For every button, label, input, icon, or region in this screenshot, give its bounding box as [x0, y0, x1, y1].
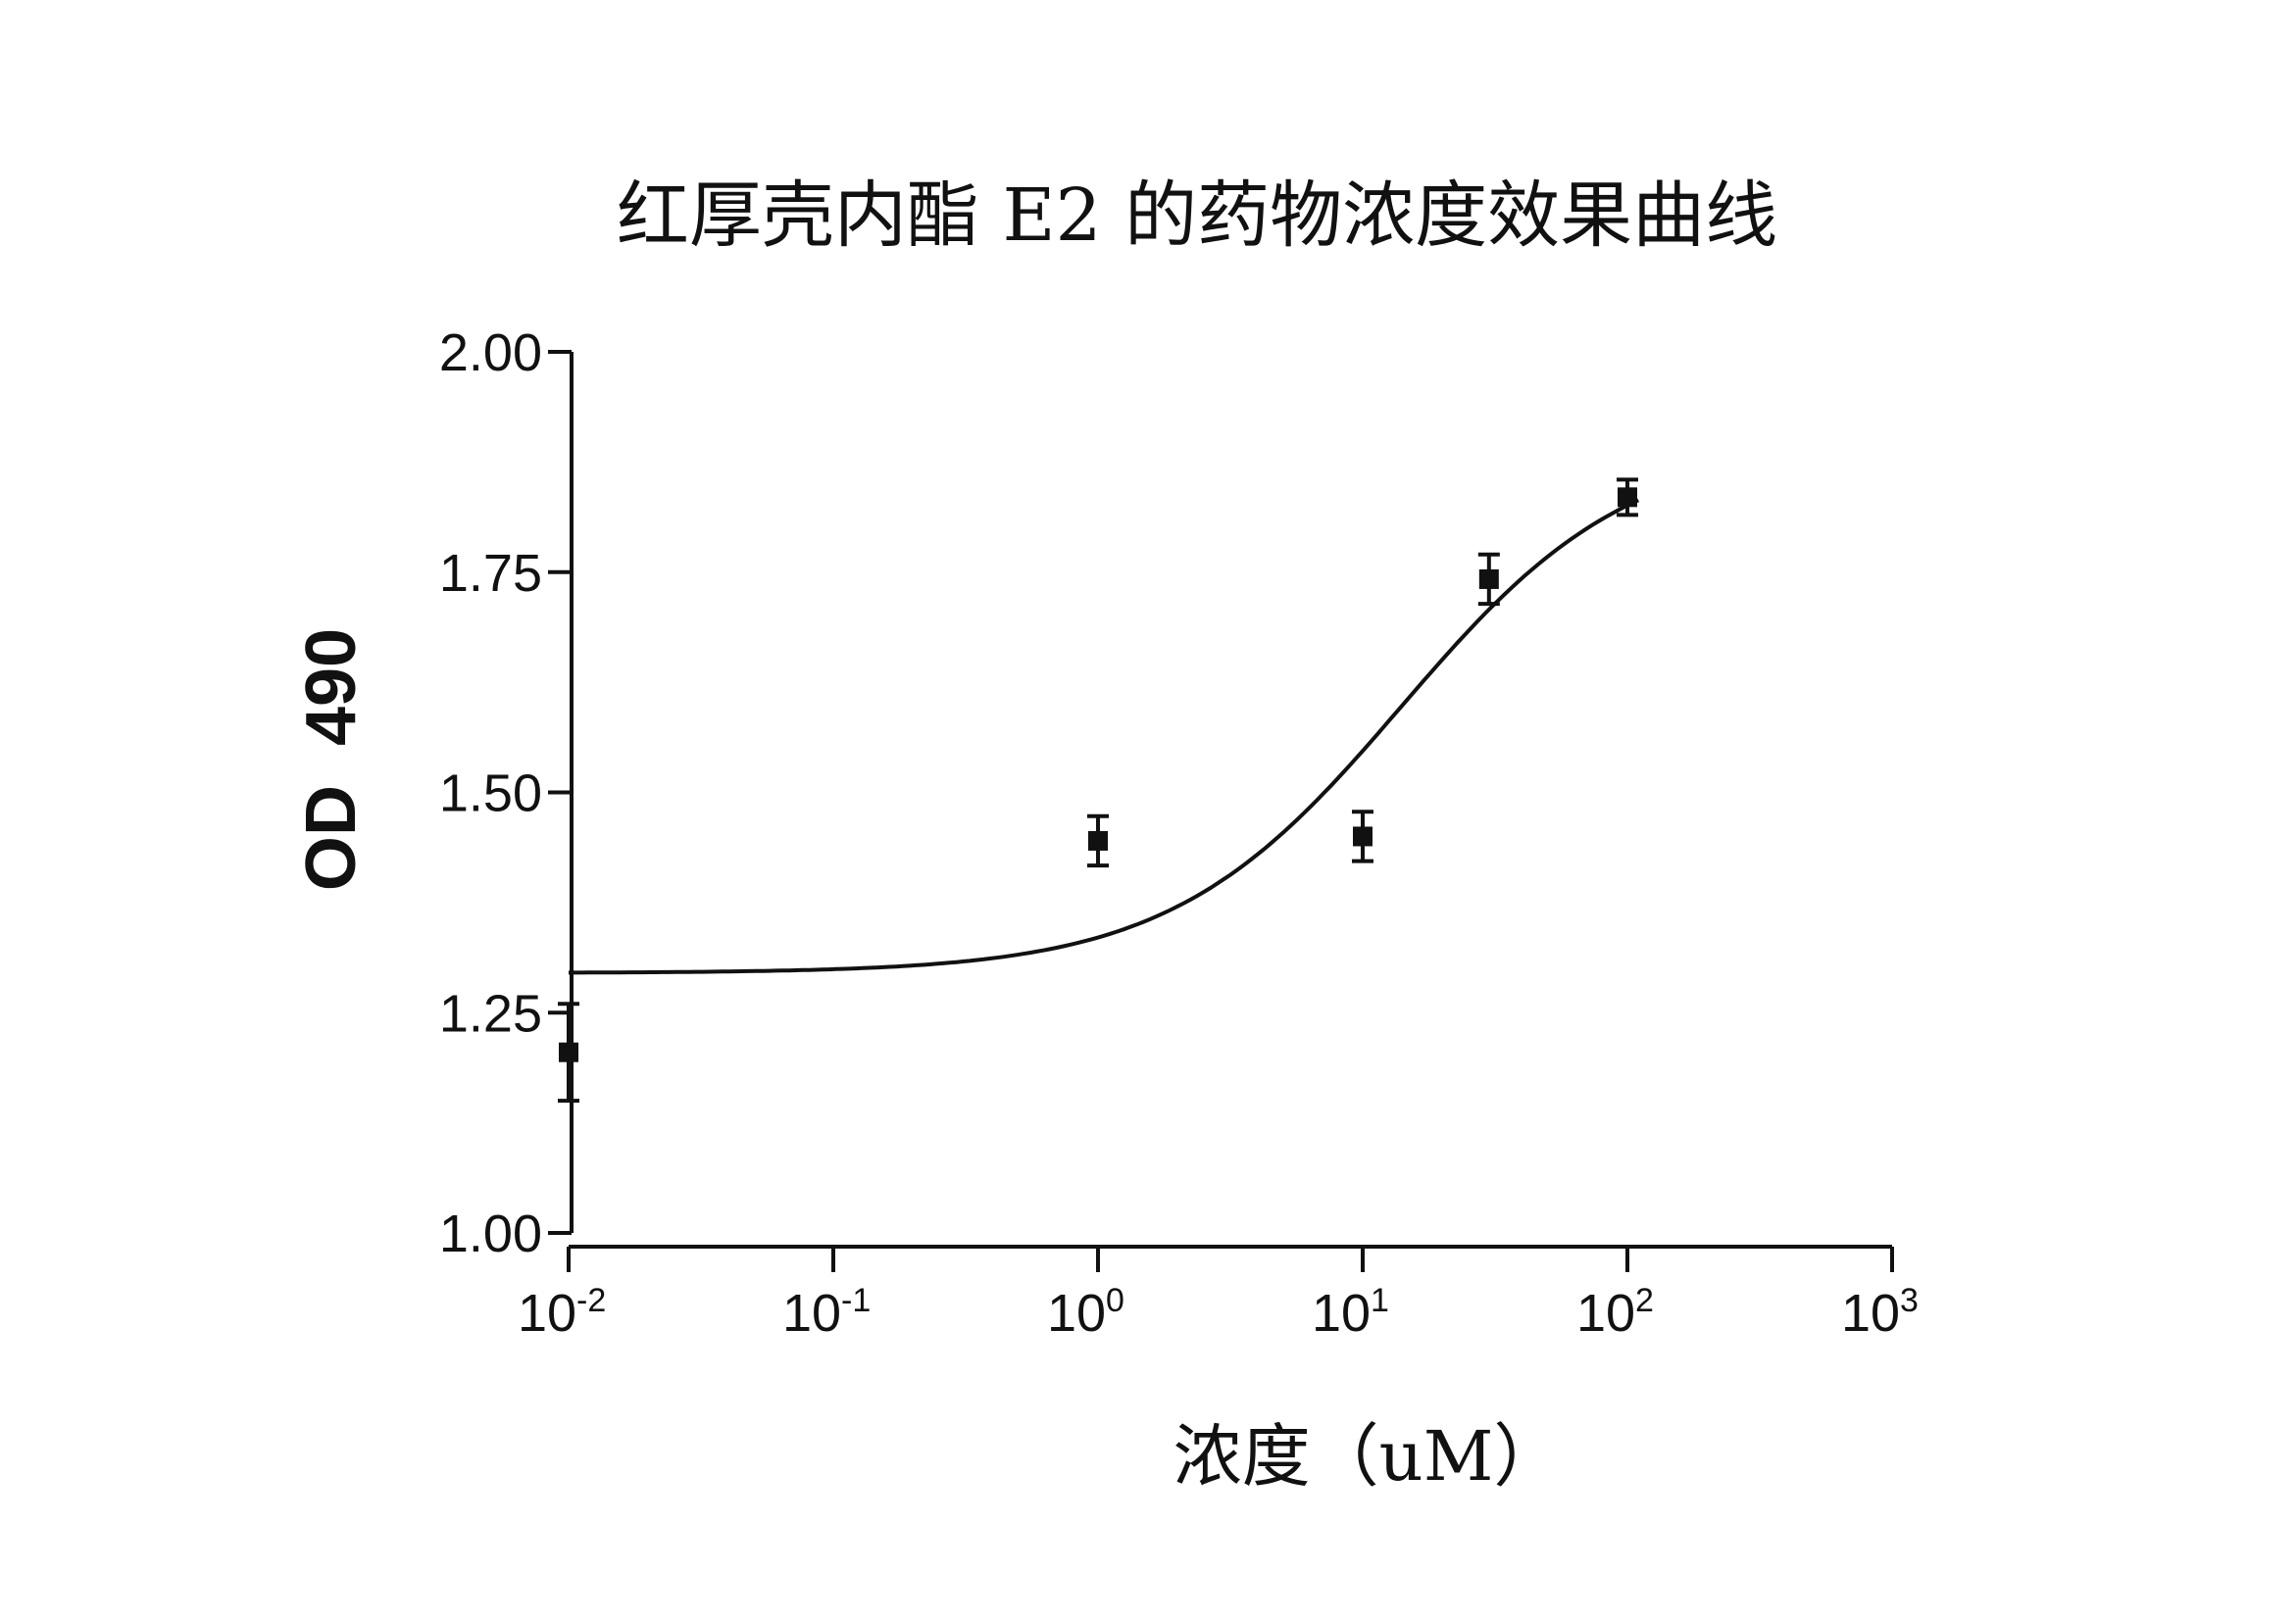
x-tick-exponent: -2 [576, 1282, 606, 1319]
y-tick-label: 1.00 [439, 1205, 542, 1263]
y-tick-label: 2.00 [439, 323, 542, 382]
point-marker [559, 1043, 578, 1062]
y-ticks: 1.00 1.25 1.50 1.75 2.00 [439, 323, 572, 1263]
x-axis-label: 浓度（uM） [1173, 1416, 1563, 1497]
x-tick-exponent: 1 [1371, 1282, 1389, 1319]
data-point [1087, 816, 1109, 865]
x-ticks: 10-210-1100101102103 [518, 1247, 1919, 1343]
data-point [1478, 555, 1500, 604]
chart-title: 红厚壳内酯 E2 的药物浓度效果曲线 [617, 173, 1777, 258]
y-tick-label: 1.25 [439, 984, 542, 1043]
point-marker [1479, 569, 1499, 589]
fit-curve-layer [569, 500, 1638, 972]
x-tick-label: 10 [1576, 1284, 1635, 1343]
data-points-layer [558, 479, 1638, 1101]
y-axis-label: OD 490 [292, 628, 371, 891]
data-point [1352, 812, 1373, 861]
point-marker [1618, 487, 1637, 507]
y-tick-label: 1.75 [439, 544, 542, 603]
data-point [558, 1004, 579, 1101]
x-tick-exponent: -1 [841, 1282, 871, 1319]
axes [569, 352, 1892, 1247]
x-tick-exponent: 3 [1900, 1282, 1919, 1319]
x-tick-label: 10 [1841, 1284, 1900, 1343]
fit-curve [569, 500, 1638, 972]
point-marker [1088, 831, 1108, 851]
x-tick-label: 10 [782, 1284, 841, 1343]
x-tick-label: 10 [518, 1284, 576, 1343]
x-tick-exponent: 0 [1106, 1282, 1124, 1319]
y-tick-label: 1.50 [439, 764, 542, 823]
x-tick-label: 10 [1047, 1284, 1106, 1343]
x-tick-exponent: 2 [1635, 1282, 1654, 1319]
point-marker [1353, 826, 1373, 846]
x-tick-label: 10 [1312, 1284, 1371, 1343]
